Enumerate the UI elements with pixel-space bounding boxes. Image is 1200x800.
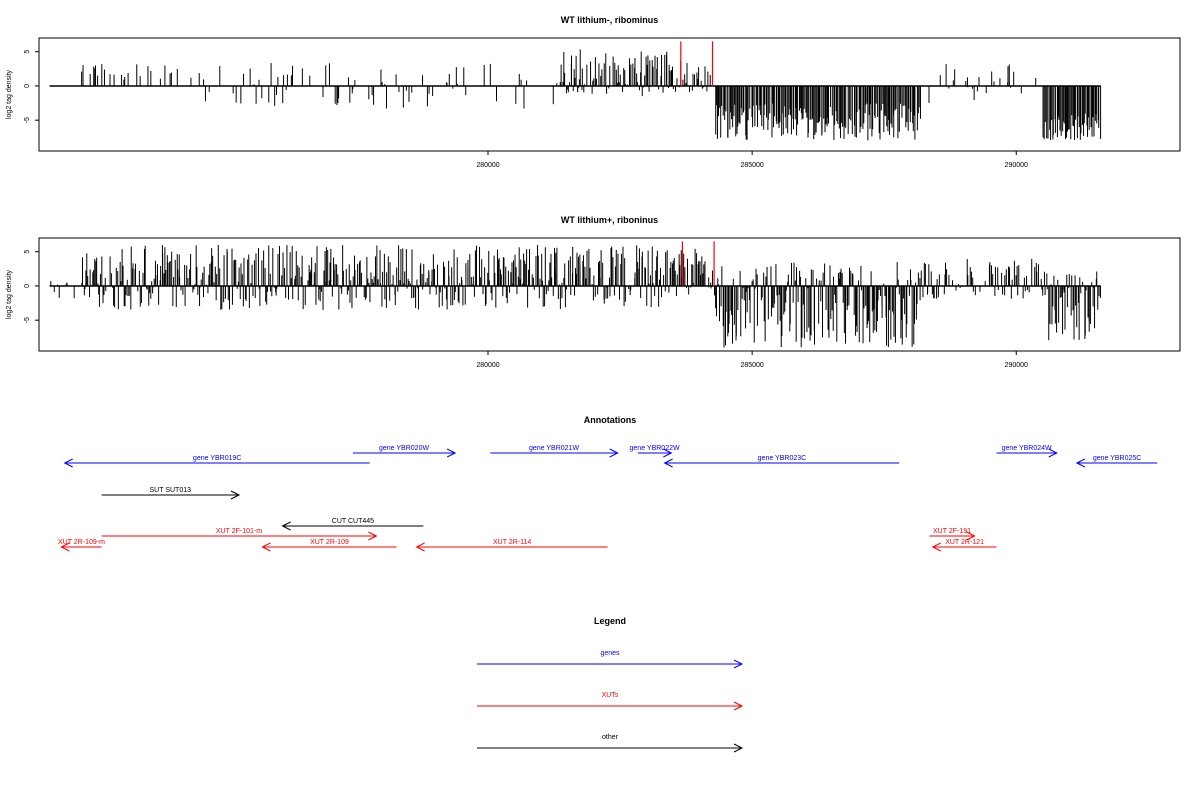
legend-label: XUTs xyxy=(602,692,619,699)
legend-label: other xyxy=(602,734,619,741)
annotations-panel: Annotations gene YBR019C gene YBR020W gene… xyxy=(58,415,1158,552)
arrow-head xyxy=(663,458,673,468)
feature-arrow xyxy=(637,448,673,458)
legend-panel: Legend genes XUTs other xyxy=(477,616,744,753)
arrow-head xyxy=(446,448,457,458)
y-tick-label: 5 xyxy=(24,250,31,254)
feature-label: XUT 2R-109 xyxy=(310,539,349,546)
feature-arrow xyxy=(261,542,397,552)
y-axis-label: log2 tag density xyxy=(6,69,13,119)
arrow-head xyxy=(609,448,619,458)
arrow-head xyxy=(663,448,673,458)
feature-arrow xyxy=(490,448,619,458)
feature-arrow xyxy=(63,458,370,468)
bars xyxy=(50,244,1101,348)
feature-arrow xyxy=(101,531,378,541)
chart-title: WT lithium+, riboninus xyxy=(561,215,658,225)
arrow-head xyxy=(261,542,271,552)
legend-title: Legend xyxy=(594,616,626,626)
feature-label: gene YBR023C xyxy=(758,455,807,462)
x-tick-label: 285000 xyxy=(740,162,763,169)
feature-label: gene YBR022W xyxy=(630,445,680,452)
y-tick-label: -5 xyxy=(24,117,31,123)
feature-arrow xyxy=(415,542,608,552)
legend-label: genes xyxy=(600,650,620,657)
feature-arrow xyxy=(929,531,976,541)
x-tick-label: 280000 xyxy=(476,362,499,369)
x-tick-label: 290000 xyxy=(1005,362,1028,369)
annotations-title: Annotations xyxy=(584,415,637,425)
y-tick-label: 0 xyxy=(24,84,31,88)
feature-arrow xyxy=(352,448,457,458)
arrow-head xyxy=(63,458,73,468)
feature-arrow xyxy=(1075,458,1158,468)
x-tick-label: 290000 xyxy=(1005,162,1028,169)
feature-label: XUT 2F-191 xyxy=(933,528,971,535)
feature-label: CUT CUT445 xyxy=(332,518,374,525)
feature-label: XUT 2R-109-m xyxy=(58,539,105,546)
y-axis-label: log2 tag density xyxy=(6,269,13,319)
arrow-head xyxy=(733,701,744,711)
y-tick-label: -5 xyxy=(24,317,31,323)
arrow-head xyxy=(415,542,425,552)
arrow-head xyxy=(230,490,241,500)
feature-arrow xyxy=(101,490,241,500)
feature-label: gene YBR020W xyxy=(379,445,429,452)
feature-label: gene YBR021W xyxy=(529,445,579,452)
legend-arrow xyxy=(477,743,744,753)
chart-title: WT lithium-, ribominus xyxy=(561,15,659,25)
arrow-head xyxy=(368,531,378,541)
arrow-head xyxy=(931,542,941,552)
feature-arrow xyxy=(931,542,997,552)
plot-frame xyxy=(38,37,1181,152)
density-panel-lithium-plus: WT lithium+, riboninus log2 tag density -5… xyxy=(6,215,1181,369)
x-tick-label: 280000 xyxy=(476,162,499,169)
arrow-head xyxy=(60,542,70,552)
plot-frame xyxy=(38,237,1181,352)
feature-arrow xyxy=(281,521,424,531)
arrow-head xyxy=(733,659,744,669)
legend-arrow xyxy=(477,659,744,669)
arrow-head xyxy=(1075,458,1086,468)
arrow-head xyxy=(1048,448,1058,458)
x-tick-label: 285000 xyxy=(740,362,763,369)
feature-arrow xyxy=(60,542,102,552)
feature-label: SUT SUT013 xyxy=(150,487,192,494)
feature-arrow xyxy=(663,458,900,468)
feature-label: gene YBR019C xyxy=(193,455,242,462)
arrow-head xyxy=(733,743,744,753)
feature-label: XUT 2R-121 xyxy=(945,539,984,546)
arrow-head xyxy=(966,531,976,541)
feature-label: gene YBR024W xyxy=(1002,445,1052,452)
density-panel-lithium-minus: WT lithium-, ribominus log2 tag density -5… xyxy=(6,15,1181,169)
legend-arrow xyxy=(477,701,744,711)
feature-label: gene YBR025C xyxy=(1093,455,1142,462)
feature-label: XUT 2R-114 xyxy=(493,539,531,546)
feature-label: XUT 2F-101-m xyxy=(216,528,262,535)
arrow-head xyxy=(281,521,291,531)
feature-arrow xyxy=(996,448,1058,458)
y-tick-label: 5 xyxy=(24,50,31,54)
y-tick-label: 0 xyxy=(24,284,31,288)
bars xyxy=(81,49,1102,141)
